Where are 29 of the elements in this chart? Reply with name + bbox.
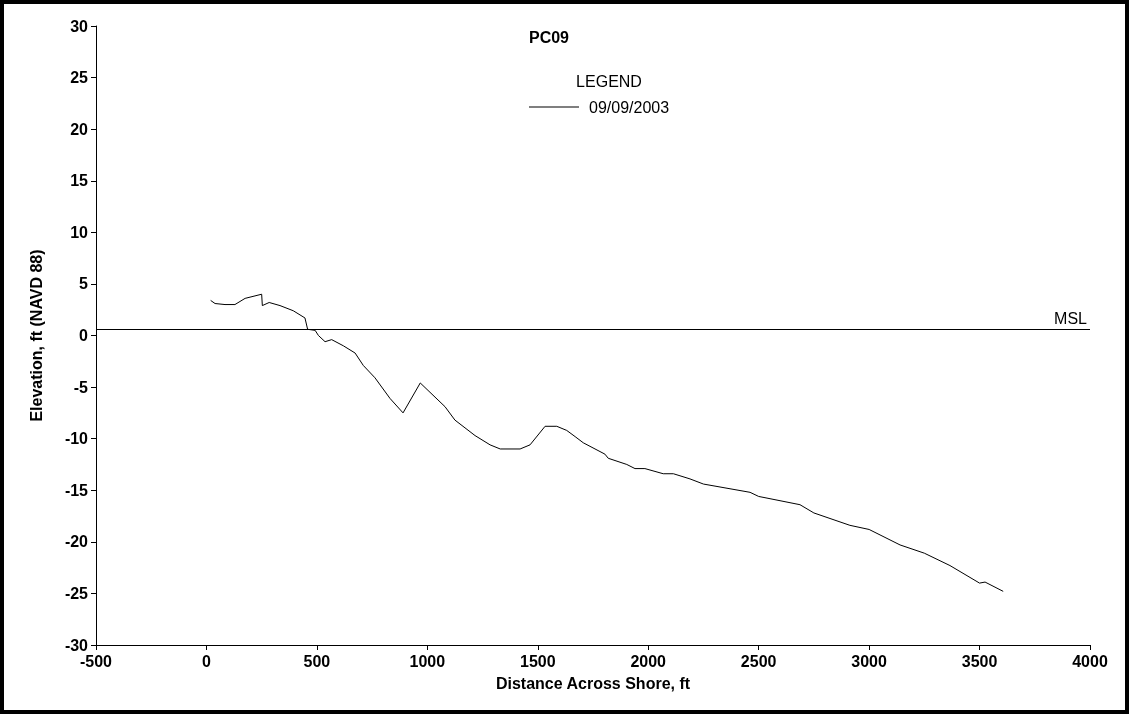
x-tick-label: 1000 [409, 652, 446, 670]
y-tick-label: 25 [70, 69, 89, 87]
x-axis-title: Distance Across Shore, ft [495, 674, 691, 692]
legend-label: 09/09/2003 [589, 98, 670, 116]
y-tick-label: 0 [79, 327, 89, 344]
y-tick-label: 20 [70, 120, 89, 138]
x-tick-label: 0 [201, 652, 211, 670]
legend-title: LEGEND [576, 72, 642, 90]
y-tick-label: -20 [64, 533, 89, 551]
y-tick-label: -30 [64, 636, 89, 654]
y-tick-label: -10 [64, 430, 89, 448]
y-axis-title: Elevation, ft (NAVD 88) [27, 249, 45, 422]
y-tick-label: -5 [73, 378, 89, 396]
x-tick-label: 1500 [519, 652, 556, 670]
x-tick-label: 2000 [630, 652, 667, 670]
x-tick-label: -500 [79, 652, 113, 670]
y-tick-label: 30 [70, 17, 89, 35]
x-tick-label: 2500 [740, 652, 777, 670]
y-tick-label: -15 [64, 481, 89, 499]
y-tick-label: -25 [64, 584, 89, 602]
y-tick-label: 10 [70, 223, 89, 241]
x-tick-label: 3500 [961, 652, 998, 670]
y-tick-label: 5 [79, 275, 89, 293]
y-tick-label: 15 [70, 172, 89, 190]
x-tick-label: 4000 [1072, 652, 1108, 670]
x-tick-label: 500 [303, 652, 331, 670]
ref-line-label: MSL [1054, 309, 1088, 327]
chart-title: PC09 [528, 28, 570, 46]
x-tick-label: 3000 [851, 652, 888, 670]
